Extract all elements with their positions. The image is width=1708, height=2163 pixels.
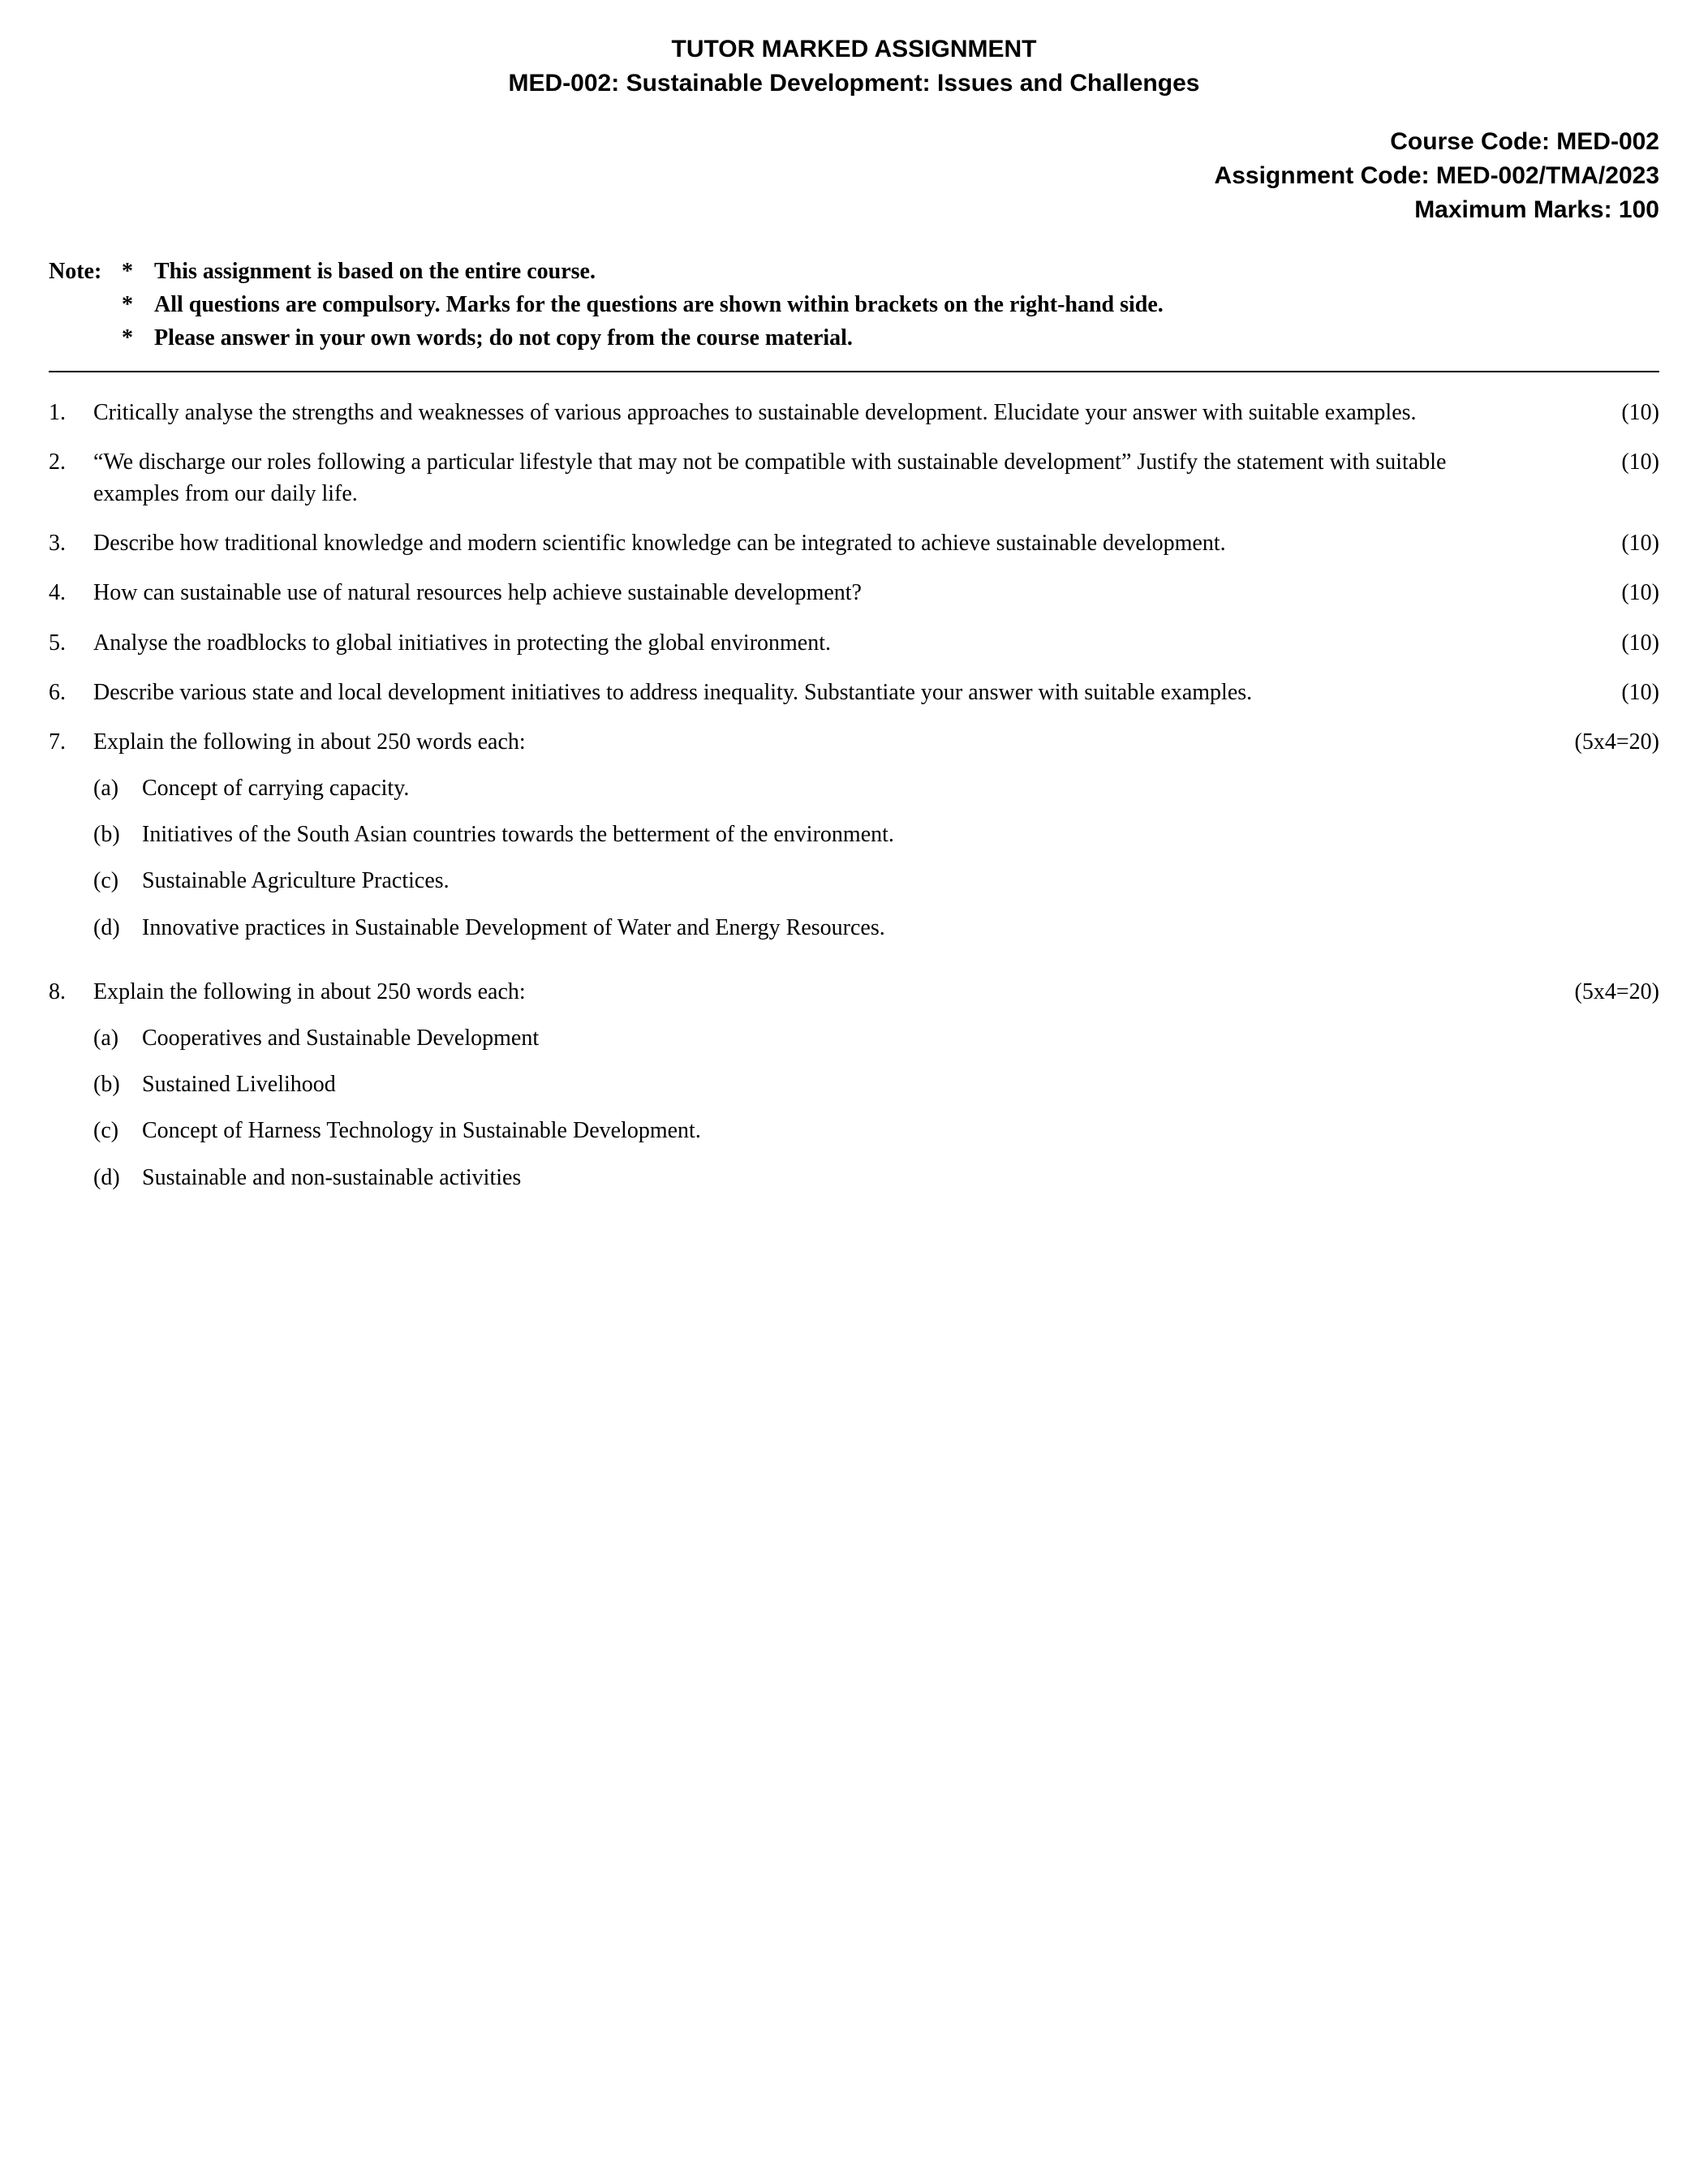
subpart-item: (c) Concept of Harness Technology in Sus… [93,1115,1529,1146]
question-body: How can sustainable use of natural resou… [93,577,1659,608]
subpart-label: (b) [93,1069,142,1100]
subpart-item: (d) Sustainable and non-sustainable acti… [93,1162,1529,1193]
course-meta: Course Code: MED-002 Assignment Code: ME… [49,125,1659,227]
question-text: Analyse the roadblocks to global initiat… [93,627,1554,659]
question-item: 6. Describe various state and local deve… [49,677,1659,708]
question-number: 3. [49,527,93,559]
question-number: 7. [49,726,93,958]
question-body: Explain the following in about 250 words… [93,726,1659,958]
subpart-item: (b) Sustained Livelihood [93,1069,1529,1100]
question-number: 6. [49,677,93,708]
document-header: TUTOR MARKED ASSIGNMENT MED-002: Sustain… [49,32,1659,101]
question-number: 8. [49,976,93,1208]
note-bullet: * [122,256,154,287]
question-text: Describe how traditional knowledge and m… [93,527,1554,559]
question-marks: (10) [1554,397,1659,428]
subpart-text: Sustainable and non-sustainable activiti… [142,1162,1529,1193]
question-body: Analyse the roadblocks to global initiat… [93,627,1659,659]
course-code: Course Code: MED-002 [49,125,1659,159]
subpart-label: (d) [93,912,142,944]
question-number: 1. [49,397,93,428]
question-item: 2. “We discharge our roles following a p… [49,446,1659,510]
question-text-wrap: Explain the following in about 250 words… [93,726,1554,958]
note-text: All questions are compulsory. Marks for … [154,289,1659,320]
note-item: * This assignment is based on the entire… [122,256,1659,287]
question-marks: (10) [1554,446,1659,510]
subpart-label: (c) [93,1115,142,1146]
maximum-marks: Maximum Marks: 100 [49,193,1659,227]
subpart-text: Concept of Harness Technology in Sustain… [142,1115,1529,1146]
question-text: Critically analyse the strengths and wea… [93,397,1554,428]
question-text-wrap: Explain the following in about 250 words… [93,976,1554,1208]
note-items: * This assignment is based on the entire… [122,256,1659,356]
question-item: 5. Analyse the roadblocks to global init… [49,627,1659,659]
question-text: How can sustainable use of natural resou… [93,577,1554,608]
question-marks: (5x4=20) [1554,726,1659,958]
questions-list: 1. Critically analyse the strengths and … [49,397,1659,1208]
assignment-code: Assignment Code: MED-002/TMA/2023 [49,159,1659,193]
question-marks: (10) [1554,677,1659,708]
subpart-label: (d) [93,1162,142,1193]
subpart-text: Initiatives of the South Asian countries… [142,819,1529,850]
question-text: Describe various state and local develop… [93,677,1554,708]
subpart-item: (a) Concept of carrying capacity. [93,772,1529,804]
question-number: 4. [49,577,93,608]
header-title-2: MED-002: Sustainable Development: Issues… [49,67,1659,101]
question-marks: (5x4=20) [1554,976,1659,1208]
question-item: 7. Explain the following in about 250 wo… [49,726,1659,958]
subparts-list: (a) Cooperatives and Sustainable Develop… [93,1022,1529,1193]
question-body: “We discharge our roles following a part… [93,446,1659,510]
subpart-text: Sustainable Agriculture Practices. [142,865,1529,897]
question-text: Explain the following in about 250 words… [93,979,526,1004]
subpart-label: (a) [93,1022,142,1054]
subpart-text: Innovative practices in Sustainable Deve… [142,912,1529,944]
question-body: Critically analyse the strengths and wea… [93,397,1659,428]
subparts-list: (a) Concept of carrying capacity. (b) In… [93,772,1529,944]
note-bullet: * [122,289,154,320]
note-text: This assignment is based on the entire c… [154,256,1659,287]
question-body: Explain the following in about 250 words… [93,976,1659,1208]
subpart-item: (b) Initiatives of the South Asian count… [93,819,1529,850]
note-label: Note: [49,256,122,356]
question-text: Explain the following in about 250 words… [93,729,526,755]
subpart-text: Sustained Livelihood [142,1069,1529,1100]
note-text: Please answer in your own words; do not … [154,322,1659,354]
subpart-item: (d) Innovative practices in Sustainable … [93,912,1529,944]
subpart-item: (c) Sustainable Agriculture Practices. [93,865,1529,897]
note-item: * Please answer in your own words; do no… [122,322,1659,354]
question-marks: (10) [1554,627,1659,659]
question-item: 4. How can sustainable use of natural re… [49,577,1659,608]
question-body: Describe how traditional knowledge and m… [93,527,1659,559]
question-marks: (10) [1554,527,1659,559]
question-item: 3. Describe how traditional knowledge an… [49,527,1659,559]
subpart-text: Concept of carrying capacity. [142,772,1529,804]
question-item: 8. Explain the following in about 250 wo… [49,976,1659,1208]
subpart-label: (c) [93,865,142,897]
question-text: “We discharge our roles following a part… [93,446,1554,510]
note-section: Note: * This assignment is based on the … [49,256,1659,356]
question-number: 5. [49,627,93,659]
note-bullet: * [122,322,154,354]
section-divider [49,371,1659,372]
subpart-label: (b) [93,819,142,850]
question-body: Describe various state and local develop… [93,677,1659,708]
question-marks: (10) [1554,577,1659,608]
subpart-label: (a) [93,772,142,804]
subpart-item: (a) Cooperatives and Sustainable Develop… [93,1022,1529,1054]
question-item: 1. Critically analyse the strengths and … [49,397,1659,428]
question-number: 2. [49,446,93,510]
subpart-text: Cooperatives and Sustainable Development [142,1022,1529,1054]
header-title-1: TUTOR MARKED ASSIGNMENT [49,32,1659,67]
note-item: * All questions are compulsory. Marks fo… [122,289,1659,320]
